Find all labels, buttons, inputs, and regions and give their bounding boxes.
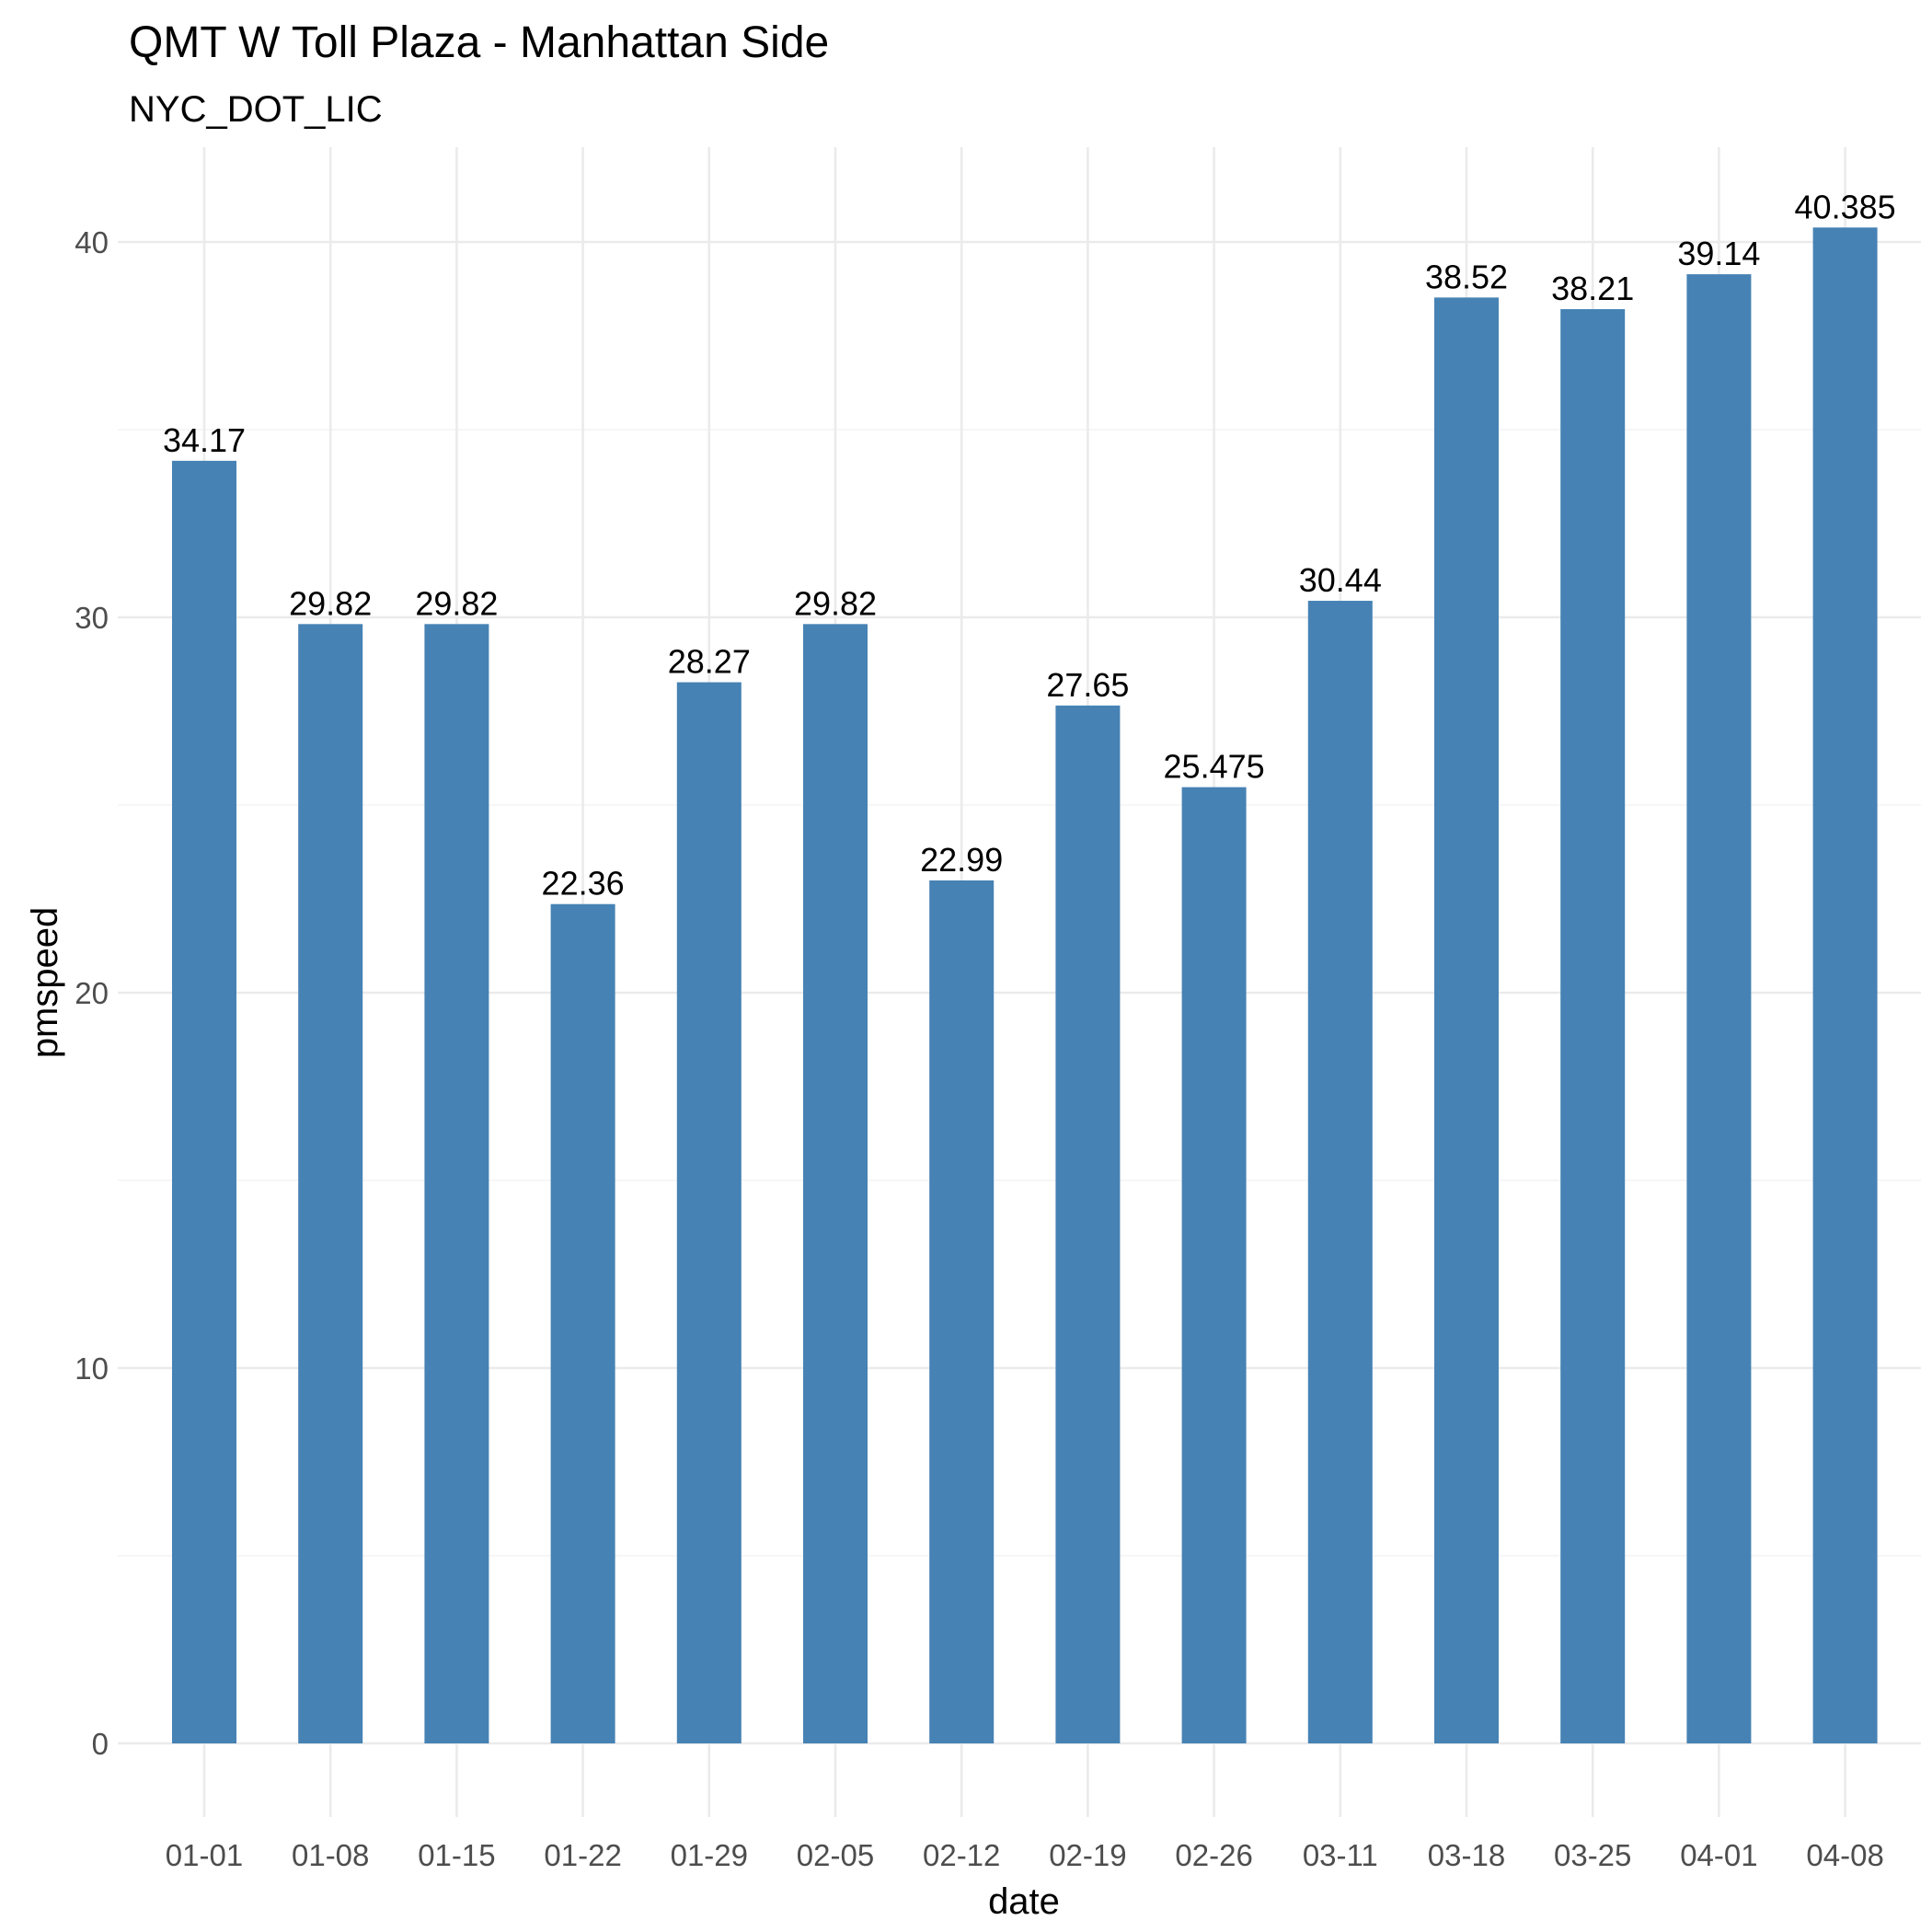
data-label: 40.385 bbox=[1795, 188, 1896, 225]
x-tick-label: 01-01 bbox=[166, 1838, 243, 1872]
data-label: 27.65 bbox=[1046, 666, 1129, 704]
grid bbox=[118, 147, 1921, 1817]
bar bbox=[676, 682, 742, 1743]
x-tick-label: 02-05 bbox=[797, 1838, 874, 1872]
x-axis-title: date bbox=[988, 1881, 1060, 1922]
y-tick-label: 20 bbox=[75, 976, 109, 1010]
x-axis-ticks: 01-01 01-08 01-15 01-22 01-29 02-05 02-12 02-19… bbox=[166, 1838, 1884, 1872]
x-tick-label: 03-18 bbox=[1428, 1838, 1505, 1872]
bar bbox=[1055, 705, 1121, 1743]
bar bbox=[1434, 297, 1499, 1743]
y-axis-ticks: 0 10 20 30 40 bbox=[75, 225, 109, 1761]
data-label: 34.17 bbox=[163, 421, 246, 459]
data-label: 38.52 bbox=[1425, 258, 1508, 295]
y-tick-label: 30 bbox=[75, 601, 109, 635]
data-label: 25.475 bbox=[1164, 748, 1265, 786]
y-tick-label: 40 bbox=[75, 225, 109, 259]
x-tick-label: 02-26 bbox=[1175, 1838, 1252, 1872]
data-label: 22.99 bbox=[920, 841, 1003, 879]
x-tick-label: 01-29 bbox=[671, 1838, 748, 1872]
bar bbox=[1560, 309, 1626, 1744]
x-tick-label: 04-08 bbox=[1806, 1838, 1883, 1872]
bar bbox=[1812, 227, 1878, 1744]
data-label: 29.82 bbox=[794, 584, 877, 622]
data-label: 28.27 bbox=[668, 643, 751, 681]
data-label: 39.14 bbox=[1677, 235, 1760, 272]
chart-title: QMT W Toll Plaza - Manhattan Side bbox=[129, 18, 829, 67]
y-tick-label: 10 bbox=[75, 1351, 109, 1386]
data-label: 38.21 bbox=[1551, 270, 1634, 307]
data-label: 30.44 bbox=[1299, 561, 1382, 599]
y-axis-title: pmspeed bbox=[25, 907, 65, 1059]
bar bbox=[172, 460, 236, 1743]
bar bbox=[803, 624, 868, 1743]
bars bbox=[172, 227, 1878, 1744]
bar bbox=[550, 903, 615, 1743]
x-tick-label: 01-15 bbox=[418, 1838, 495, 1872]
y-tick-label: 0 bbox=[92, 1727, 109, 1761]
chart-subtitle: NYC_DOT_LIC bbox=[129, 89, 383, 130]
bar bbox=[1686, 274, 1752, 1743]
bar bbox=[1307, 601, 1373, 1743]
bar bbox=[424, 624, 489, 1743]
x-tick-label: 03-25 bbox=[1554, 1838, 1631, 1872]
x-tick-label: 04-01 bbox=[1680, 1838, 1757, 1872]
x-tick-label: 02-19 bbox=[1049, 1838, 1126, 1872]
bar bbox=[1181, 787, 1247, 1743]
x-tick-label: 02-12 bbox=[923, 1838, 1000, 1872]
bar bbox=[929, 880, 995, 1743]
x-tick-label: 03-11 bbox=[1303, 1838, 1378, 1872]
x-tick-label: 01-22 bbox=[544, 1838, 621, 1872]
data-label: 29.82 bbox=[415, 584, 498, 622]
x-tick-label: 01-08 bbox=[292, 1838, 369, 1872]
bar bbox=[298, 624, 363, 1743]
data-label: 22.36 bbox=[542, 865, 625, 903]
data-labels: 34.17 29.82 29.82 22.36 28.27 29.82 22.99 27.65… bbox=[163, 188, 1896, 902]
data-label: 29.82 bbox=[289, 584, 372, 622]
